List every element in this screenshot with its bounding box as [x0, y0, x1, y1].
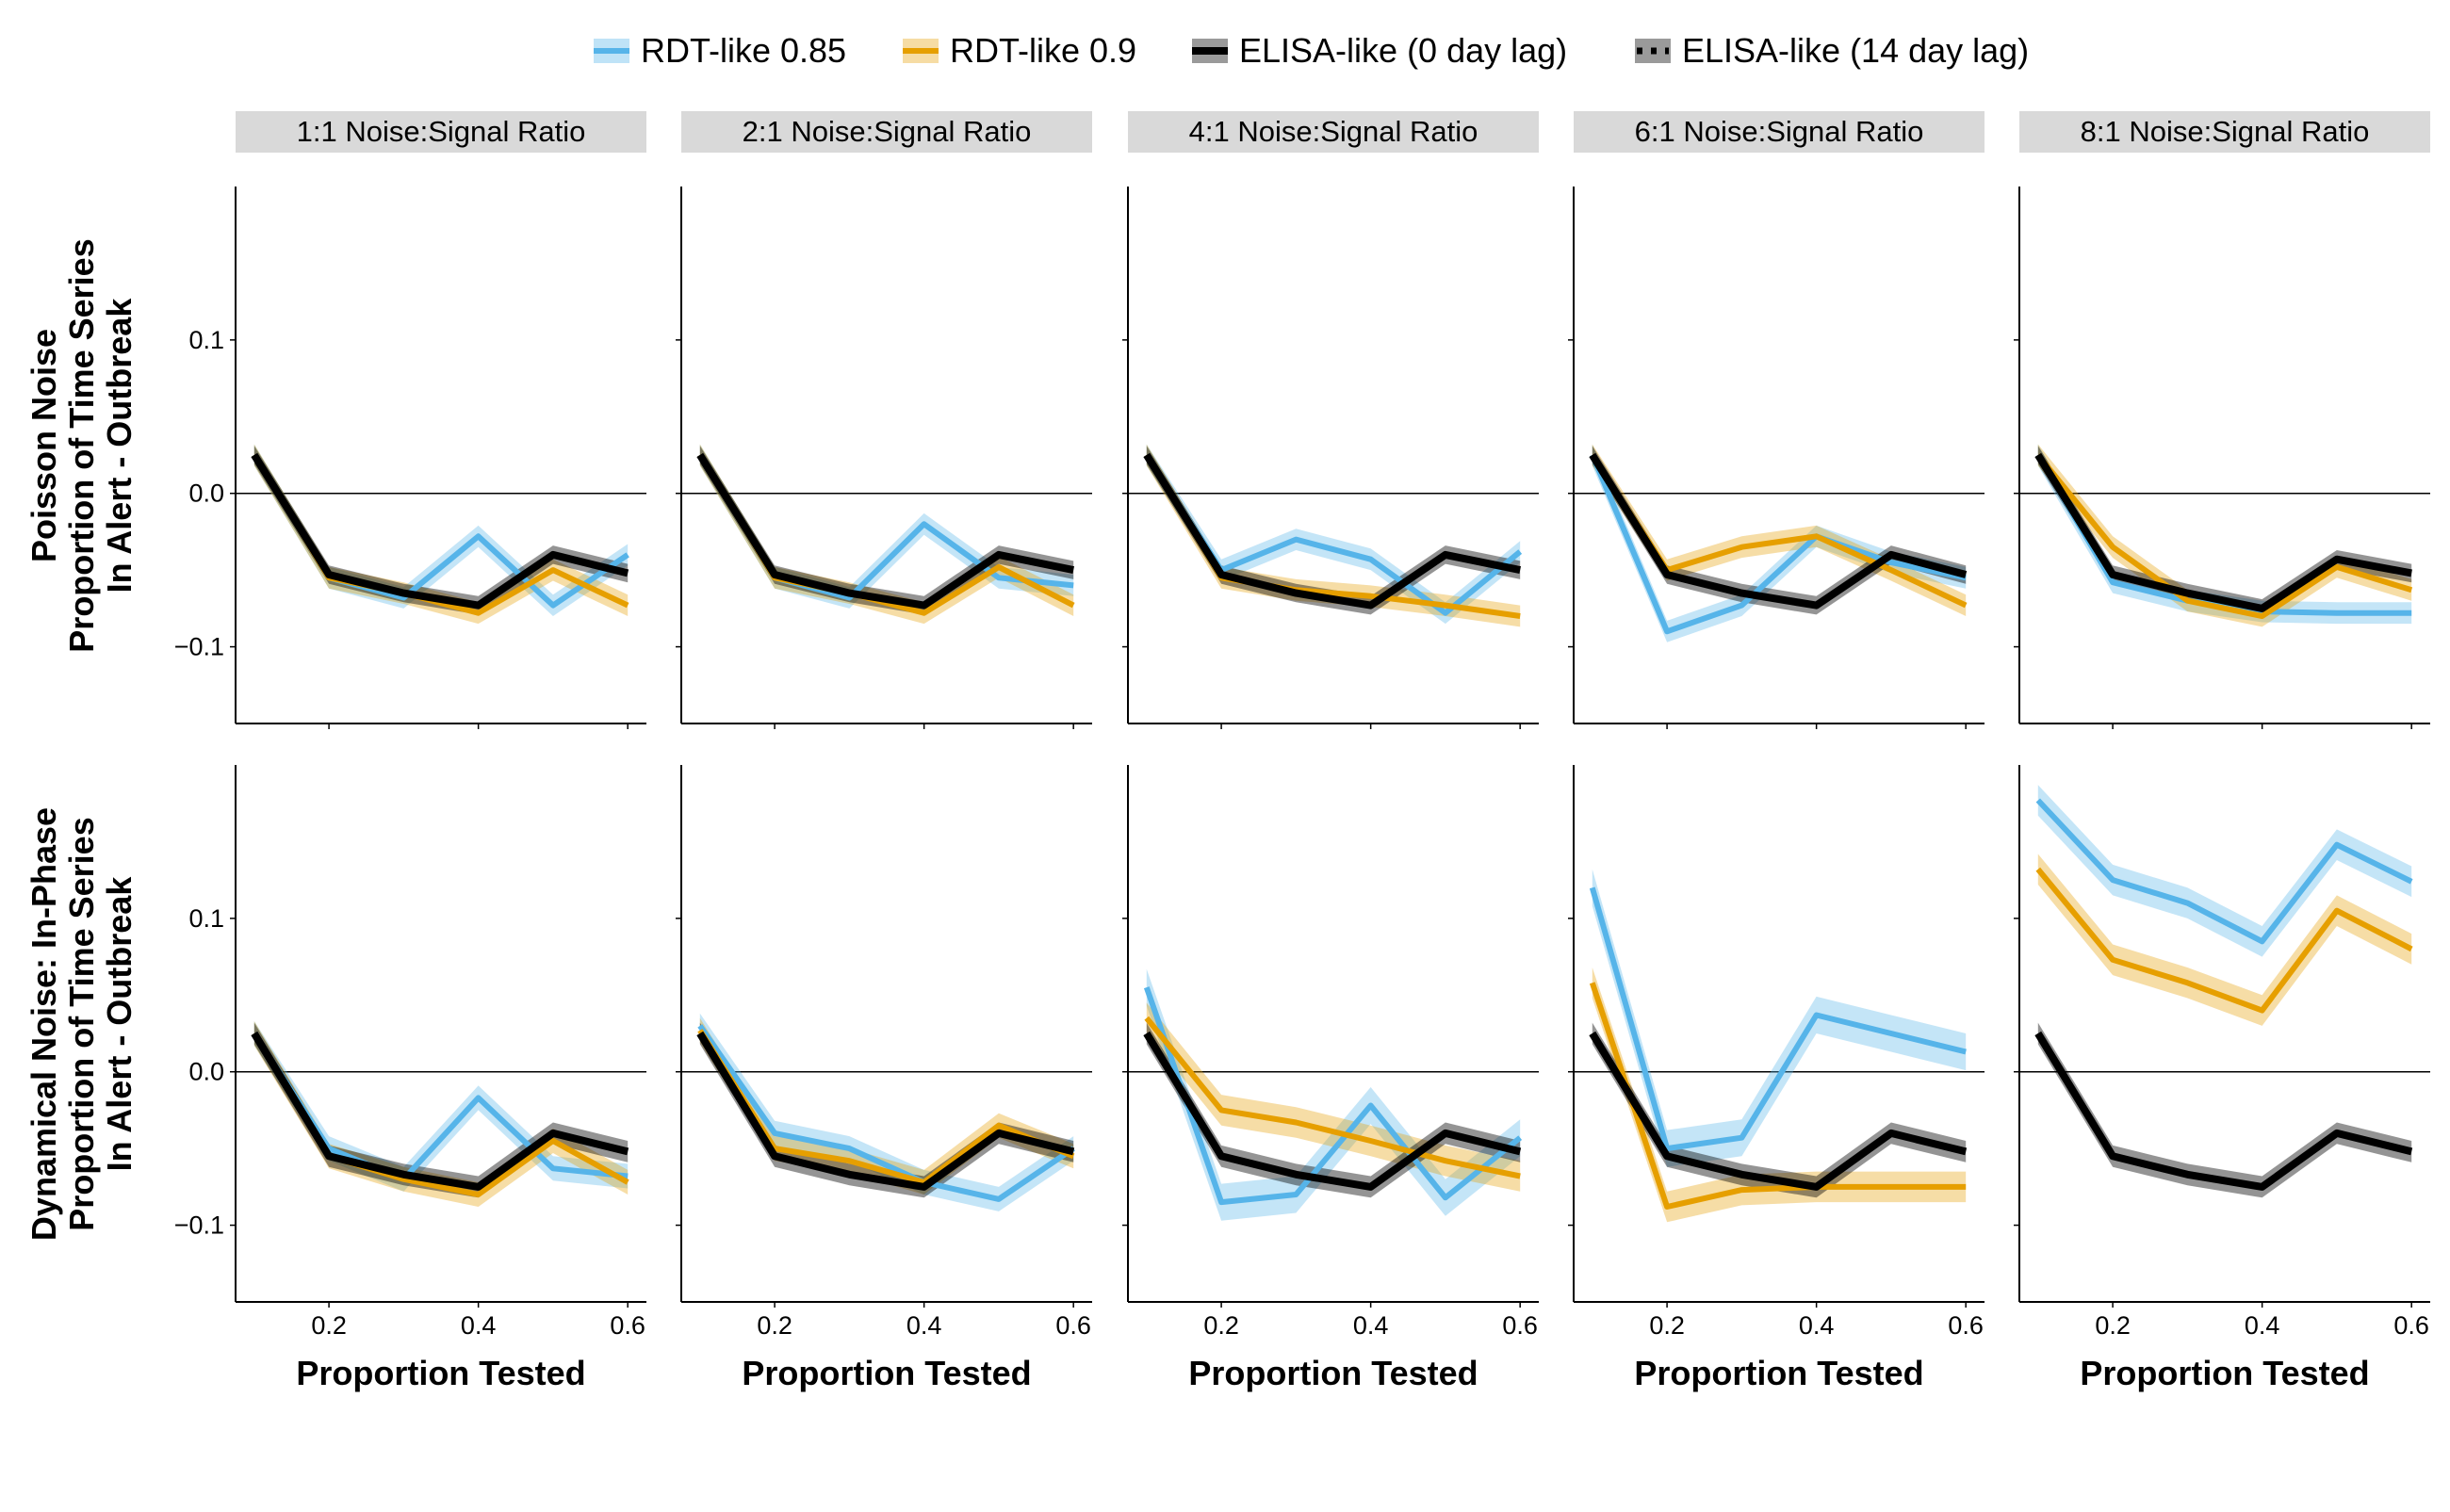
series-line [1589, 982, 1967, 1210]
legend-item: RDT-like 0.9 [903, 31, 1136, 70]
series-line [2035, 798, 2413, 945]
facet-strip-label: 1:1 Noise:Signal Ratio [297, 115, 586, 148]
y-tick-label: −0.1 [174, 633, 224, 661]
series-line [2034, 453, 2412, 612]
x-tick-label: 0.2 [1203, 1311, 1239, 1340]
legend-label: RDT-like 0.85 [641, 31, 846, 70]
x-tick-label: 0.4 [1353, 1311, 1389, 1340]
y-tick-label: 0.1 [188, 904, 224, 933]
facet-strip [1128, 111, 1539, 153]
x-tick-label: 0.2 [1649, 1311, 1685, 1340]
series-line [1589, 453, 1968, 610]
row-title-line: In Alert - Outbreak [100, 876, 139, 1172]
series-line [2035, 453, 2413, 619]
facet-strip [2019, 111, 2430, 153]
x-axis-title: Proportion Tested [742, 1354, 1031, 1392]
confidence-band [699, 446, 1074, 615]
x-axis-title: Proportion Tested [1634, 1354, 1923, 1392]
series-line [1143, 986, 1523, 1206]
y-tick-label: 0.0 [188, 1058, 224, 1086]
panel: −0.1 0.0 0.1 0.2 0.4 0.6 Proportion Tested [174, 765, 646, 1392]
facet-strip-label: 2:1 Noise:Signal Ratio [743, 115, 1032, 148]
y-tick-label: 0.0 [188, 480, 224, 508]
panel [676, 187, 1092, 729]
series-line [1590, 453, 1967, 635]
confidence-band [2037, 854, 2412, 1026]
row-title-line: Proportion of Time Series [62, 817, 101, 1230]
x-axis-title: Proportion Tested [2080, 1354, 2369, 1392]
confidence-band [1592, 446, 1967, 615]
x-axis-title: Proportion Tested [1188, 1354, 1478, 1392]
facet-strip [681, 111, 1092, 153]
x-tick-label: 0.4 [461, 1311, 497, 1340]
panel: 0.2 0.4 0.6 Proportion Tested [2014, 765, 2430, 1392]
facet-strip-label: 4:1 Noise:Signal Ratio [1189, 115, 1478, 148]
series-line [2035, 867, 2413, 1014]
confidence-band [253, 1021, 629, 1192]
series-line [251, 1032, 629, 1191]
x-tick-label: 0.6 [1055, 1311, 1091, 1340]
series-line [1144, 1016, 1521, 1179]
y-tick-label: −0.1 [174, 1211, 224, 1240]
row-title-line: Poisson Noise [24, 329, 63, 562]
legend-item: RDT-like 0.85 [594, 31, 846, 70]
x-tick-label: 0.2 [311, 1311, 347, 1340]
legend-label: ELISA-like (14 day lag) [1682, 31, 2029, 70]
x-tick-label: 0.4 [2245, 1311, 2280, 1340]
facet-strip-label: 8:1 Noise:Signal Ratio [2081, 115, 2370, 148]
legend-label: RDT-like 0.9 [950, 31, 1136, 70]
series-line [2034, 1031, 2413, 1191]
confidence-band [1592, 444, 1967, 616]
confidence-band [1146, 446, 1521, 615]
facet-strip-label: 6:1 Noise:Signal Ratio [1635, 115, 1924, 148]
series-line [1589, 886, 1967, 1152]
panel [2014, 187, 2430, 729]
series-line [1143, 453, 1521, 610]
x-tick-label: 0.6 [1502, 1311, 1538, 1340]
panel: 0.2 0.4 0.6 Proportion Tested [676, 765, 1092, 1392]
series-line [2034, 1032, 2413, 1191]
facet-strip [236, 111, 646, 153]
confidence-band [253, 444, 629, 616]
row-title-line: In Alert - Outbreak [100, 298, 139, 593]
x-tick-label: 0.6 [610, 1311, 645, 1340]
panel [1122, 187, 1539, 729]
x-tick-label: 0.6 [1948, 1311, 1984, 1340]
x-tick-label: 0.6 [2393, 1311, 2429, 1340]
confidence-band [1592, 967, 1967, 1223]
x-axis-title: Proportion Tested [296, 1354, 585, 1392]
confidence-band [2037, 1022, 2412, 1198]
y-tick-label: 0.1 [188, 326, 224, 354]
confidence-band [1592, 869, 1967, 1167]
panel: −0.1 0.0 0.1 [174, 187, 646, 729]
series-line [251, 453, 629, 610]
panel [1568, 187, 1984, 729]
confidence-band [253, 446, 629, 615]
series-line [1589, 1032, 1968, 1191]
x-tick-label: 0.4 [906, 1311, 942, 1340]
series-line [697, 1024, 1075, 1202]
series-line [1143, 1032, 1522, 1191]
x-tick-label: 0.4 [1799, 1311, 1835, 1340]
row-title-line: Dynamical Noise: In-Phase [24, 807, 63, 1241]
panel: 0.2 0.4 0.6 Proportion Tested [1122, 765, 1539, 1392]
series-line [696, 1032, 1075, 1191]
row-title-line: Proportion of Time Series [62, 238, 101, 652]
panel: 0.2 0.4 0.6 Proportion Tested [1568, 765, 1984, 1392]
series-line [696, 453, 1074, 610]
legend-label: ELISA-like (0 day lag) [1239, 31, 1567, 70]
legend-item: ELISA-like (14 day lag) [1635, 31, 2029, 70]
facet-strip [1574, 111, 1984, 153]
row-title: Poisson Noise Proportion of Time Series In… [24, 238, 139, 652]
x-tick-label: 0.2 [2095, 1311, 2131, 1340]
confidence-band [1592, 1022, 1967, 1198]
row-title: Dynamical Noise: In-Phase Proportion of T… [24, 807, 139, 1241]
x-tick-label: 0.2 [757, 1311, 792, 1340]
legend-item: ELISA-like (0 day lag) [1192, 31, 1567, 70]
